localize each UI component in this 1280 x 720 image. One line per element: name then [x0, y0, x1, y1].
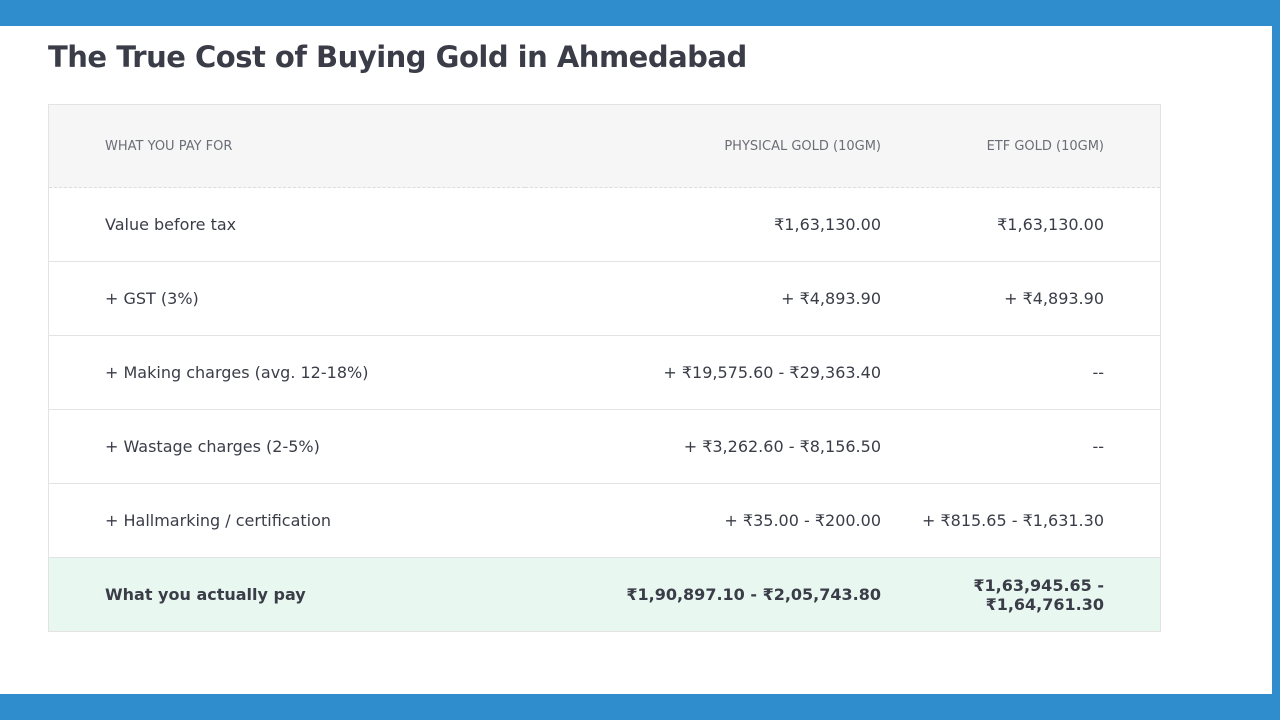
table-cell: ₹1,90,897.10 - ₹2,05,743.80 [525, 557, 881, 632]
table-cell: ₹1,63,945.65 - ₹1,64,761.30 [881, 557, 1161, 632]
table-cell: ₹1,63,130.00 [525, 187, 881, 262]
table-cell: ₹1,63,130.00 [881, 187, 1161, 262]
table-cell: + ₹35.00 - ₹200.00 [525, 483, 881, 558]
table-cell: Value before tax [48, 187, 525, 262]
table-cell: + GST (3%) [48, 261, 525, 336]
table-cell: + ₹3,262.60 - ₹8,156.50 [525, 409, 881, 484]
table-cell: What you actually pay [48, 557, 525, 632]
table-cell: -- [881, 409, 1161, 484]
header-cell: PHYSICAL GOLD (10GM) [525, 104, 881, 188]
top-bar [0, 0, 1280, 26]
header-cell: WHAT YOU PAY FOR [48, 104, 525, 188]
table-row: Value before tax ₹1,63,130.00 ₹1,63,130.00 [48, 187, 1161, 262]
table-row: + Wastage charges (2-5%) + ₹3,262.60 - ₹8… [48, 409, 1161, 484]
right-bar [1272, 26, 1280, 694]
table-cell: + Hallmarking / certification [48, 483, 525, 558]
table-cell: + ₹815.65 - ₹1,631.30 [881, 483, 1161, 558]
header-cell: ETF GOLD (10GM) [881, 104, 1161, 188]
table-row: + Making charges (avg. 12-18%) + ₹19,575.… [48, 335, 1161, 410]
table-row: + GST (3%) + ₹4,893.90 + ₹4,893.90 [48, 261, 1161, 336]
table-cell: + ₹19,575.60 - ₹29,363.40 [525, 335, 881, 410]
table-cell: + Making charges (avg. 12-18%) [48, 335, 525, 410]
title: The True Cost of Buying Gold in Ahmedaba… [48, 40, 747, 74]
table-cell: + ₹4,893.90 [525, 261, 881, 336]
table-row: + Hallmarking / certification + ₹35.00 - … [48, 483, 1161, 558]
bottom-bar [0, 694, 1280, 720]
table-cell: -- [881, 335, 1161, 410]
table-row: What you actually pay ₹1,90,897.10 - ₹2,0… [48, 557, 1161, 632]
table-cell: + ₹4,893.90 [881, 261, 1161, 336]
cost-table: WHAT YOU PAY FOR PHYSICAL GOLD (10GM) ETF … [48, 104, 1161, 632]
table-cell: + Wastage charges (2-5%) [48, 409, 525, 484]
header-row: WHAT YOU PAY FOR PHYSICAL GOLD (10GM) ETF … [48, 104, 1161, 188]
